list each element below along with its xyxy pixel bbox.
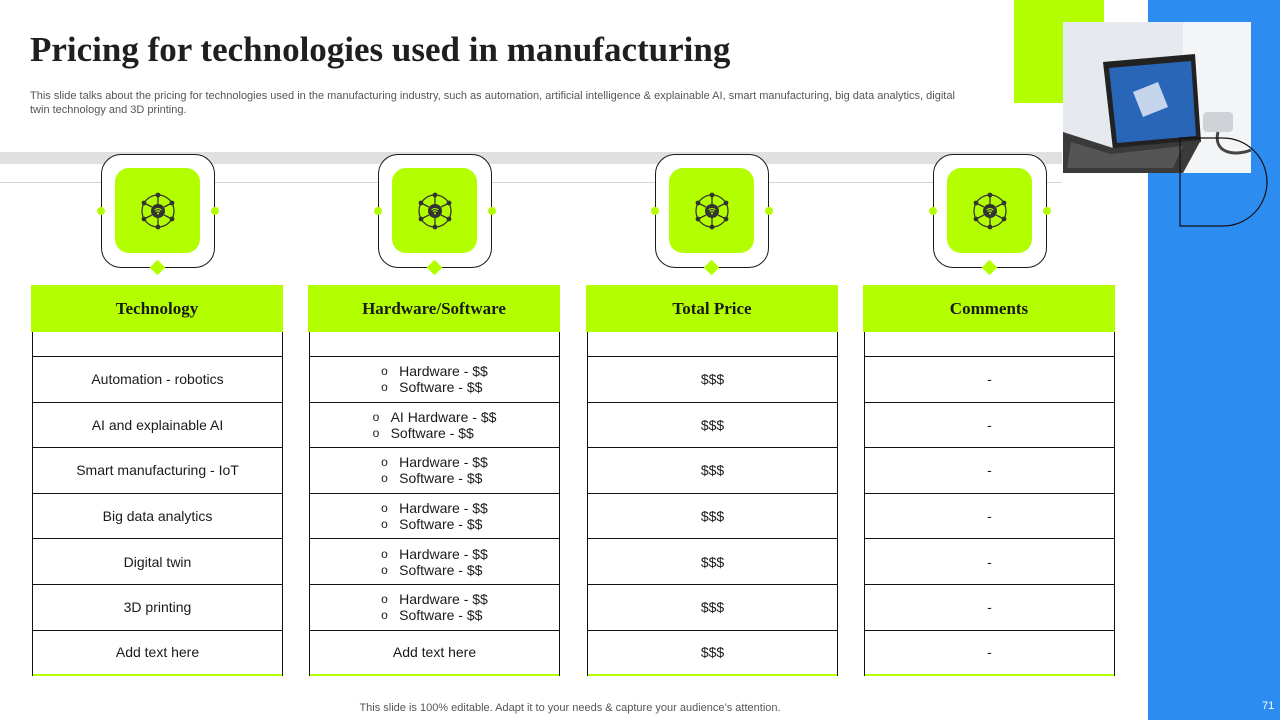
table-cell: Hardware - $$Software - $$ [310,357,559,403]
hardware-item: Hardware - $$ [381,500,488,516]
total-price-column: Total Price $$$ $$$ $$$ $$$ $$$ $$$ $$$ [586,285,838,677]
table-cell: 3D printing [33,585,282,631]
network-hub-icon [694,192,729,229]
hardware-software-header: Hardware/Software [308,285,560,332]
table-cell: - [865,539,1114,585]
footer-text: This slide is 100% editable. Adapt it to… [359,702,781,714]
blank-cell [588,332,837,357]
page-title: Pricing for technologies used in manufac… [30,30,731,69]
table-cell: - [865,585,1114,631]
software-item: Software - $$ [381,379,488,395]
laptop-photo [1063,22,1251,173]
total-price-header: Total Price [586,285,838,332]
technology-column: Technology Automation - robotics AI and … [31,285,283,677]
outline-arc-decoration [1179,137,1268,227]
hardware-item: Hardware - $$ [381,363,488,379]
table-cell: Automation - robotics [33,357,282,403]
software-item: Software - $$ [381,470,488,486]
table-cell: Hardware - $$Software - $$ [310,494,559,540]
software-item: Software - $$ [381,607,488,623]
table-cell: Smart manufacturing - IoT [33,448,282,494]
table-cell: $$$ [588,585,837,631]
table-cell: - [865,403,1114,449]
network-hub-icon [140,192,175,229]
software-item: Software - $$ [381,562,488,578]
table-cell: $$$ [588,448,837,494]
software-item: Software - $$ [373,425,497,441]
page-number: 71 [1262,700,1275,712]
table-cell: Hardware - $$Software - $$ [310,448,559,494]
table-cell: AI Hardware - $$Software - $$ [310,403,559,449]
table-cell: Add text here [310,631,559,677]
table-cell: - [865,631,1114,677]
hardware-item: Hardware - $$ [381,454,488,470]
total-price-icon-frame [651,154,773,276]
blank-cell [310,332,559,357]
blank-cell [33,332,282,357]
hardware-software-icon-frame [374,154,496,276]
technology-header: Technology [31,285,283,332]
table-cell: $$$ [588,494,837,540]
table-cell: $$$ [588,403,837,449]
table-cell: - [865,357,1114,403]
table-cell: - [865,448,1114,494]
table-cell: $$$ [588,357,837,403]
table-cell: Add text here [33,631,282,677]
gray-divider-bar [0,152,1062,164]
hardware-item: Hardware - $$ [381,546,488,562]
table-cell: Hardware - $$Software - $$ [310,539,559,585]
table-cell: Digital twin [33,539,282,585]
comments-column: Comments - - - - - - - [863,285,1115,677]
table-cell: $$$ [588,631,837,677]
table-cell: Hardware - $$Software - $$ [310,585,559,631]
table-cell: Big data analytics [33,494,282,540]
table-cell: AI and explainable AI [33,403,282,449]
blank-cell [865,332,1114,357]
page-subtitle: This slide talks about the pricing for t… [30,90,955,116]
technology-icon-frame [97,154,219,276]
hardware-software-column: Hardware/Software Hardware - $$Software … [308,285,560,677]
network-hub-icon [417,192,452,229]
hardware-item: AI Hardware - $$ [373,409,497,425]
comments-icon-frame [929,154,1051,276]
comments-header: Comments [863,285,1115,332]
software-item: Software - $$ [381,516,488,532]
network-hub-icon [972,192,1007,229]
table-cell: - [865,494,1114,540]
table-cell: $$$ [588,539,837,585]
hardware-item: Hardware - $$ [381,591,488,607]
gray-divider-line [0,182,1062,183]
footer: This slide is 100% editable. Adapt it to… [0,702,1280,714]
